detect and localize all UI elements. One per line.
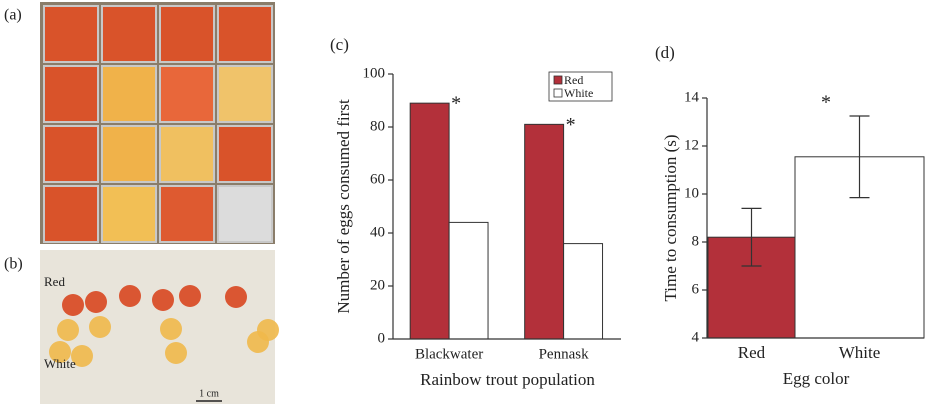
tray-cell — [160, 6, 214, 62]
x-tick-label: Red — [738, 343, 766, 362]
tray-cell — [218, 66, 272, 122]
annotation: * — [821, 92, 831, 114]
egg — [165, 342, 187, 364]
figure: (a) (b) Red White 1 cm (c) Number of eggs… — [0, 0, 925, 404]
panel-label: (c) — [330, 35, 349, 54]
tray-cell — [218, 6, 272, 62]
y-tick-label: 100 — [363, 65, 386, 81]
egg — [62, 294, 84, 316]
y-tick-label: 60 — [370, 171, 385, 187]
legend-swatch — [554, 76, 562, 84]
tray-cell — [44, 186, 98, 242]
y-tick-label: 8 — [692, 233, 700, 249]
tray-cell — [218, 126, 272, 182]
tray-cell — [160, 126, 214, 182]
annotation: * — [451, 93, 461, 115]
legend-label: Red — [564, 73, 583, 87]
bar — [564, 244, 603, 339]
bar — [525, 124, 564, 339]
panel-label: (a) — [4, 7, 22, 24]
bar — [449, 222, 488, 339]
y-tick-label: 14 — [684, 89, 700, 105]
y-tick-label: 40 — [370, 224, 385, 240]
egg — [85, 291, 107, 313]
tray-cell — [44, 66, 98, 122]
tray-cell — [160, 186, 214, 242]
tray-cell — [102, 126, 156, 182]
y-axis-label: Time to consumption (s) — [661, 134, 680, 301]
x-axis-label: Egg color — [783, 369, 850, 388]
y-tick-label: 0 — [378, 330, 386, 346]
photo-b — [40, 250, 279, 404]
tray-cell — [44, 6, 98, 62]
y-axis-label: Number of eggs consumed first — [334, 99, 353, 314]
tray-cell — [102, 186, 156, 242]
tray-cell — [44, 126, 98, 182]
egg — [57, 319, 79, 341]
photo-text: 1 cm — [199, 388, 219, 399]
egg — [152, 289, 174, 311]
photo-text: Red — [44, 274, 65, 289]
x-axis-label: Rainbow trout population — [420, 370, 595, 389]
egg — [89, 316, 111, 338]
x-tick-label: White — [839, 343, 881, 362]
tray-cell — [218, 186, 272, 242]
egg — [225, 286, 247, 308]
photo-text: White — [44, 356, 76, 371]
y-tick-label: 80 — [370, 118, 385, 134]
panel-label: (b) — [4, 256, 23, 273]
y-tick-label: 12 — [684, 137, 699, 153]
x-tick-label: Pennask — [539, 346, 589, 362]
panel-label: (d) — [655, 43, 675, 62]
egg — [179, 285, 201, 307]
photo-a — [40, 2, 275, 244]
y-tick-label: 20 — [370, 277, 385, 293]
y-tick-label: 4 — [692, 329, 700, 345]
tray-cell — [102, 6, 156, 62]
egg — [247, 331, 269, 353]
legend-swatch — [554, 89, 562, 97]
egg — [160, 318, 182, 340]
x-tick-label: Blackwater — [415, 346, 483, 362]
legend-label: White — [564, 86, 593, 100]
annotation: * — [566, 114, 576, 136]
tray-cell — [102, 66, 156, 122]
bar — [410, 103, 449, 339]
tray-cell — [160, 66, 214, 122]
egg — [119, 285, 141, 307]
y-tick-label: 6 — [692, 281, 700, 297]
y-tick-label: 10 — [684, 185, 699, 201]
